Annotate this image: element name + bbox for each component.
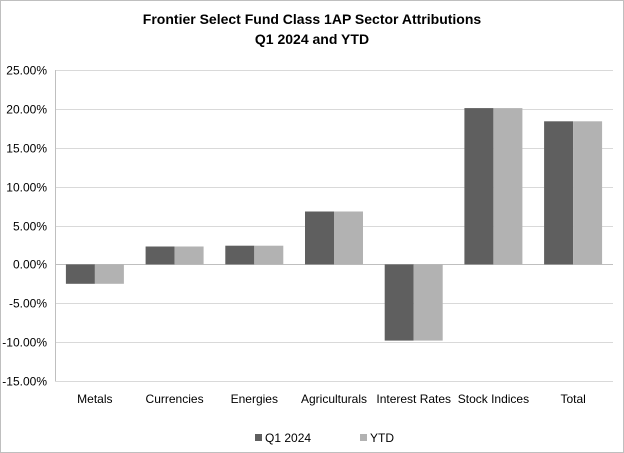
x-category-labels: Metals Currencies Energies Agriculturals Int… (77, 392, 586, 406)
legend: Q1 2024 YTD (255, 431, 394, 445)
x-category-label: Interest Rates (376, 392, 451, 406)
x-category-label: Agriculturals (301, 392, 367, 406)
bar-agriculturals-q1-2024 (305, 211, 334, 265)
bar-agriculturals-ytd (334, 211, 363, 265)
legend-label: YTD (370, 431, 394, 445)
y-tick-label: 10.00% (6, 181, 47, 195)
legend-swatch-q1-2024 (255, 434, 262, 441)
bar-currencies-q1-2024 (145, 246, 175, 265)
bar-metals-ytd (94, 264, 124, 284)
y-tick-label: 5.00% (13, 220, 47, 234)
chart-title-line-2: Q1 2024 and YTD (255, 31, 369, 47)
x-category-label: Stock Indices (458, 392, 529, 406)
bar-interest-rates-ytd (413, 264, 443, 341)
chart-title: Frontier Select Fund Class 1AP Sector At… (143, 11, 482, 47)
bar-energies-ytd (254, 245, 284, 265)
y-tick-label: -5.00% (9, 297, 47, 311)
x-category-label: Metals (77, 392, 112, 406)
axes (55, 70, 613, 381)
x-category-label: Total (560, 392, 585, 406)
legend-label: Q1 2024 (265, 431, 311, 445)
bar-stock-indices-q1-2024 (464, 108, 494, 265)
y-tick-label: 0.00% (13, 258, 47, 272)
y-tick-label: -15.00% (2, 375, 47, 389)
bar-total-ytd (573, 121, 603, 265)
y-tick-label: 25.00% (6, 64, 47, 78)
y-tick-labels: 25.00% 20.00% 15.00% 10.00% 5.00% 0.00% -5.00%… (2, 64, 47, 389)
bars (65, 108, 603, 341)
x-category-label: Currencies (146, 392, 204, 406)
chart-title-line-1: Frontier Select Fund Class 1AP Sector At… (143, 11, 482, 27)
bar-stock-indices-ytd (493, 108, 523, 265)
legend-swatch-ytd (360, 434, 367, 441)
bar-interest-rates-q1-2024 (384, 264, 414, 341)
y-tick-label: 15.00% (6, 142, 47, 156)
x-category-label: Energies (231, 392, 278, 406)
bar-energies-q1-2024 (225, 245, 255, 265)
bar-total-q1-2024 (544, 121, 574, 265)
bar-metals-q1-2024 (65, 264, 95, 284)
y-tick-label: 20.00% (6, 103, 47, 117)
bar-currencies-ytd (174, 246, 204, 265)
y-tick-label: -10.00% (2, 336, 47, 350)
